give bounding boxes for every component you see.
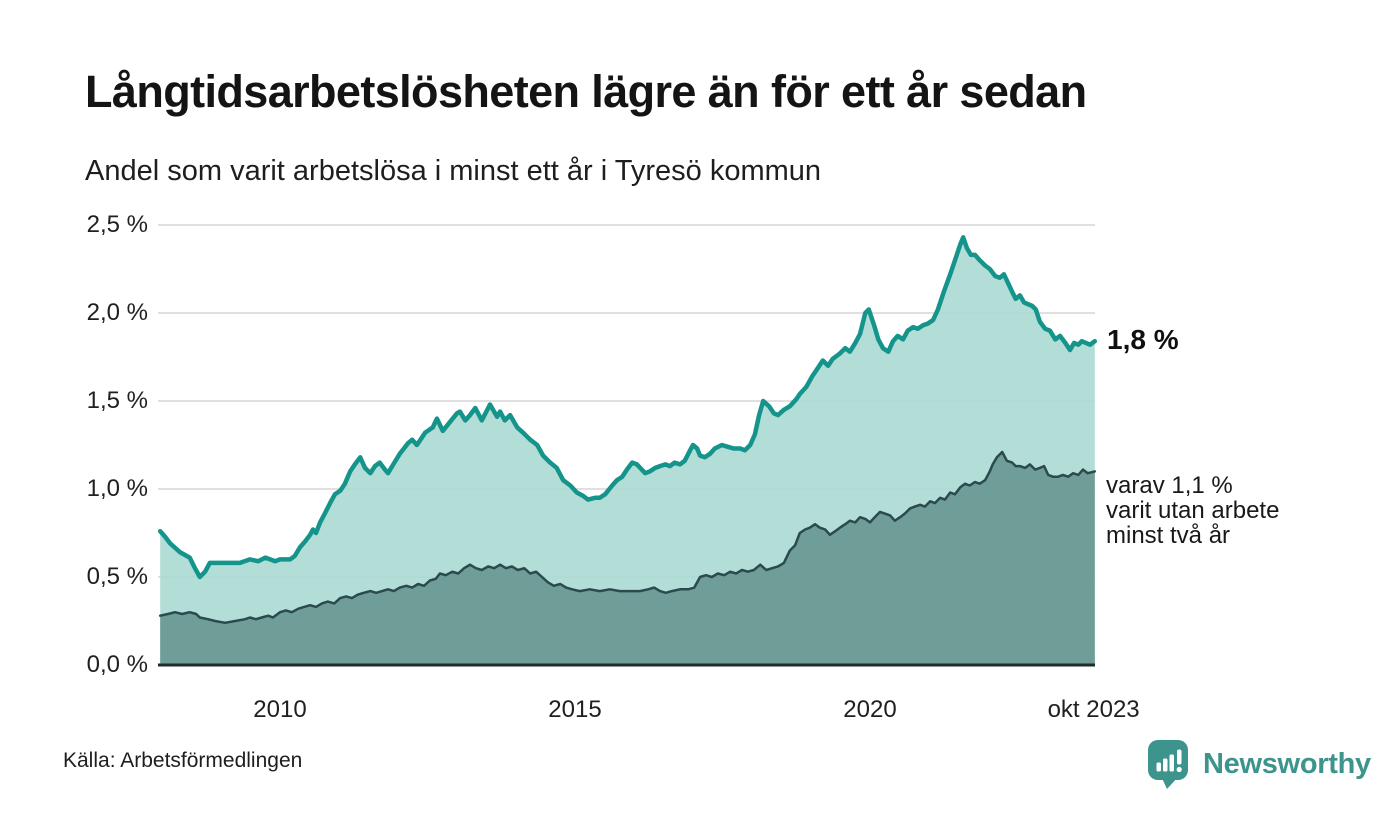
newsworthy-logo-icon — [1148, 740, 1188, 789]
x-axis-tick-label: 2010 — [253, 696, 307, 723]
y-axis-tick-label: 0,0 % — [86, 651, 148, 678]
logo-bar-3 — [1169, 754, 1174, 772]
y-axis-tick-label: 1,0 % — [86, 475, 148, 502]
newsworthy-wordmark: Newsworthy — [1203, 747, 1371, 780]
annotation-line-1: varav 1,1 % — [1106, 472, 1233, 499]
line-series-1 — [157, 235, 1098, 580]
y-axis-tick-label: 0,5 % — [86, 563, 148, 590]
logo-exclamation-stem — [1177, 749, 1182, 765]
x-axis-tick-label: 2015 — [548, 696, 602, 723]
line-series-2 — [158, 450, 1097, 625]
page-subtitle: Andel som varit arbetslösa i minst ett å… — [85, 155, 822, 187]
y-axis-tick-label: 2,5 % — [86, 211, 148, 238]
logo-bar-1 — [1156, 762, 1161, 772]
x-axis-tick-label: okt 2023 — [1047, 696, 1140, 723]
y-axis-tick-label: 2,0 % — [86, 299, 148, 326]
source-note: Källa: Arbetsförmedlingen — [63, 749, 303, 772]
end-value-label-total: 1,8 % — [1107, 324, 1179, 355]
end-value-label-two-year: varav 1,1 % varit utan arbete minst två … — [1106, 473, 1279, 548]
area-fill-series-2 — [160, 452, 1095, 665]
logo-exclamation-dot — [1176, 766, 1182, 773]
newsworthy-logo: Newsworthy — [1142, 738, 1371, 790]
logo-bar-2 — [1163, 758, 1168, 772]
y-axis-tick-label: 1,5 % — [86, 387, 148, 414]
annotation-line-2: varit utan arbete — [1106, 497, 1280, 524]
x-axis-tick-label: 2020 — [843, 696, 897, 723]
annotation-line-3: minst två år — [1106, 522, 1231, 549]
page-title: Långtidsarbetslösheten lägre än för ett … — [85, 66, 1087, 117]
chart-series — [157, 235, 1098, 666]
